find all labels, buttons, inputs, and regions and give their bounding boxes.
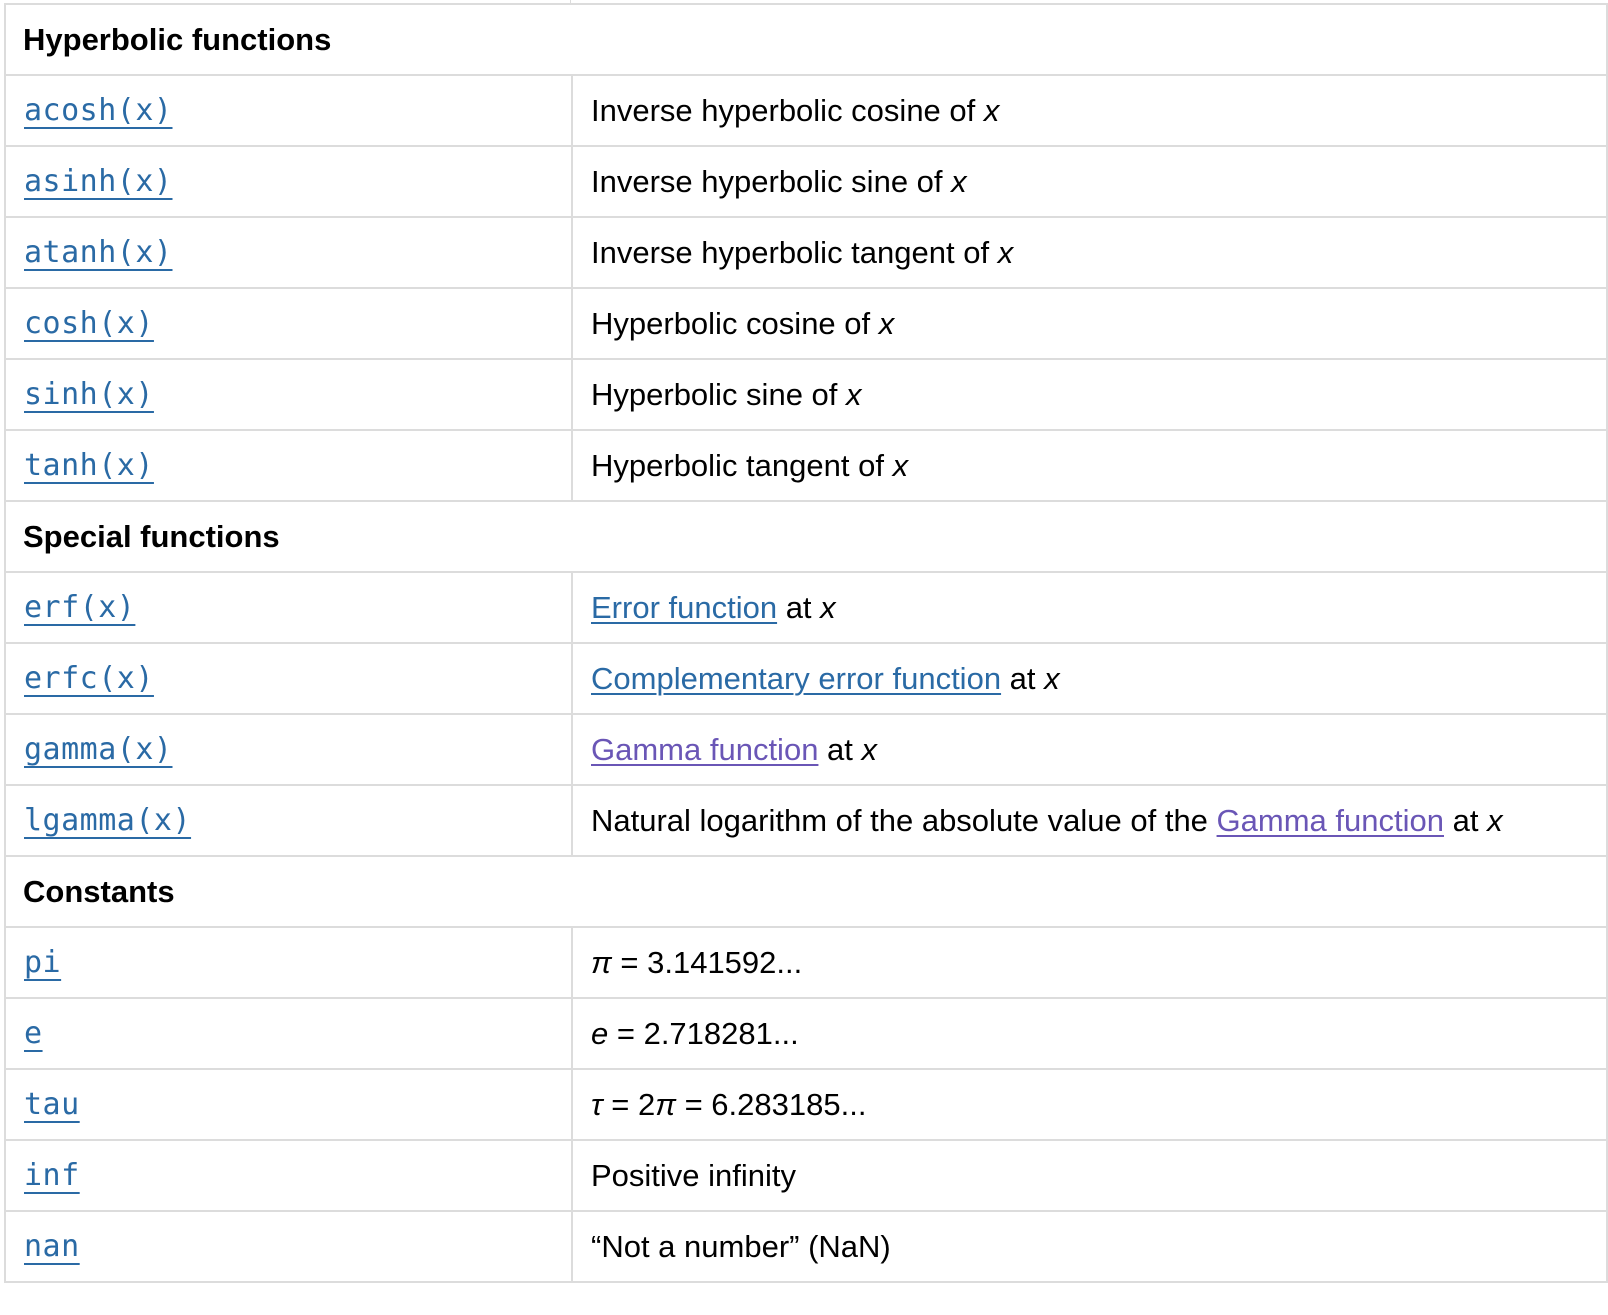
constant-description: π = 3.141592... [571, 926, 1608, 999]
function-link[interactable]: acosh(x) [24, 93, 173, 128]
function-link[interactable]: gamma(x) [24, 732, 173, 767]
function-description: Complementary error function at x [571, 642, 1608, 715]
section-header-row: Hyperbolic functions [4, 3, 1608, 76]
table-row: lgamma(x) Natural logarithm of the absol… [4, 784, 1608, 857]
table-row: gamma(x) Gamma function at x [4, 713, 1608, 786]
function-link[interactable]: erfc(x) [24, 661, 154, 696]
table-row: asinh(x) Inverse hyperbolic sine of x [4, 145, 1608, 218]
function-link[interactable]: sinh(x) [24, 377, 154, 412]
function-link[interactable]: lgamma(x) [24, 803, 192, 838]
function-link[interactable]: cosh(x) [24, 306, 154, 341]
function-link[interactable]: atanh(x) [24, 235, 173, 270]
function-description: Natural logarithm of the absolute value … [571, 784, 1608, 857]
constant-description: e = 2.718281... [571, 997, 1608, 1070]
table-top-edge [0, 0, 1608, 3]
table-row: inf Positive infinity [4, 1139, 1608, 1212]
function-description: Error function at x [571, 571, 1608, 644]
constant-link[interactable]: pi [24, 945, 62, 980]
table-row: tau τ = 2π = 6.283185... [4, 1068, 1608, 1141]
function-description: Inverse hyperbolic cosine of x [571, 74, 1608, 147]
table-row: acosh(x) Inverse hyperbolic cosine of x [4, 74, 1608, 147]
table-row: e e = 2.718281... [4, 997, 1608, 1070]
table-row: atanh(x) Inverse hyperbolic tangent of x [4, 216, 1608, 289]
table-row: sinh(x) Hyperbolic sine of x [4, 358, 1608, 431]
table-row: erfc(x) Complementary error function at … [4, 642, 1608, 715]
math-functions-table: Hyperbolic functions acosh(x) Inverse hy… [4, 3, 1608, 1283]
function-link[interactable]: asinh(x) [24, 164, 173, 199]
function-description: Hyperbolic tangent of x [571, 429, 1608, 502]
error-function-link[interactable]: Error function [591, 589, 778, 625]
constant-link[interactable]: inf [24, 1158, 80, 1193]
constant-link[interactable]: nan [24, 1229, 80, 1264]
gamma-function-link[interactable]: Gamma function [1216, 802, 1444, 838]
constant-description: τ = 2π = 6.283185... [571, 1068, 1608, 1141]
function-description: Gamma function at x [571, 713, 1608, 786]
table-row: erf(x) Error function at x [4, 571, 1608, 644]
section-header-row: Special functions [4, 500, 1608, 573]
complementary-error-function-link[interactable]: Complementary error function [591, 660, 1002, 696]
section-title: Special functions [4, 500, 1608, 573]
function-link[interactable]: erf(x) [24, 590, 136, 625]
gamma-function-link[interactable]: Gamma function [591, 731, 819, 767]
table-row: nan “Not a number” (NaN) [4, 1210, 1608, 1283]
function-link[interactable]: tanh(x) [24, 448, 154, 483]
constant-link[interactable]: e [24, 1016, 43, 1051]
section-title: Constants [4, 855, 1608, 928]
constant-link[interactable]: tau [24, 1087, 80, 1122]
constant-description: “Not a number” (NaN) [571, 1210, 1608, 1283]
table-row: tanh(x) Hyperbolic tangent of x [4, 429, 1608, 502]
table-row: pi π = 3.141592... [4, 926, 1608, 999]
function-description: Hyperbolic cosine of x [571, 287, 1608, 360]
constant-description: Positive infinity [571, 1139, 1608, 1212]
function-description: Hyperbolic sine of x [571, 358, 1608, 431]
function-description: Inverse hyperbolic sine of x [571, 145, 1608, 218]
table-row: cosh(x) Hyperbolic cosine of x [4, 287, 1608, 360]
function-description: Inverse hyperbolic tangent of x [571, 216, 1608, 289]
section-title: Hyperbolic functions [4, 3, 1608, 76]
section-header-row: Constants [4, 855, 1608, 928]
